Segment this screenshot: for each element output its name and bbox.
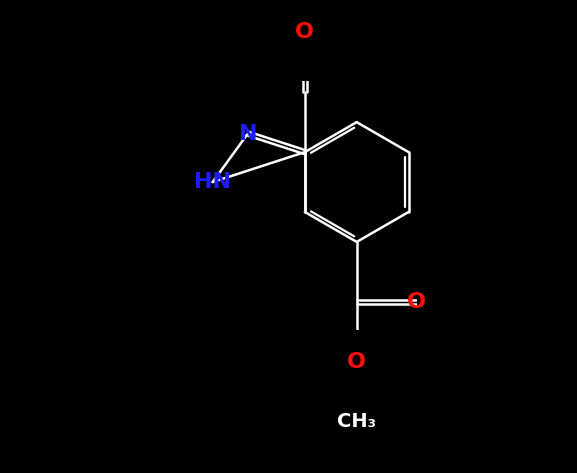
Text: N: N (239, 123, 257, 144)
Text: O: O (295, 22, 314, 42)
Text: O: O (347, 352, 366, 372)
Text: HN: HN (194, 172, 231, 192)
Text: O: O (407, 292, 426, 312)
Text: CH₃: CH₃ (337, 412, 376, 431)
